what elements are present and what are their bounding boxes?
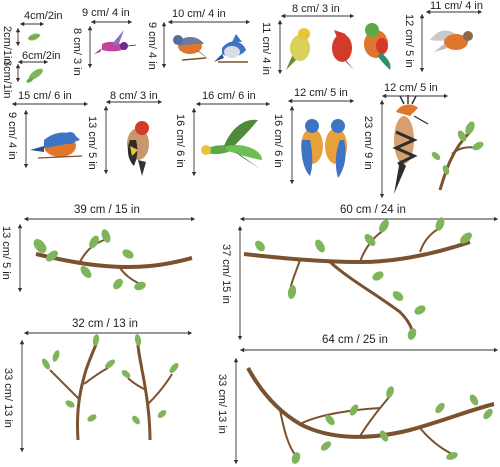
hoopoe-illustration <box>392 95 429 194</box>
hummingbird-illustration <box>94 30 137 54</box>
goldfinch-illustration <box>127 121 149 176</box>
leaf-a-height-label: 2cm/1in <box>1 26 13 65</box>
bee-eater-illustration <box>201 119 262 170</box>
dimension-lines <box>11 9 499 465</box>
hoopoe-width-label: 12 cm/ 5 in <box>384 82 438 94</box>
bluebird-pair-illustration <box>301 119 347 178</box>
trio-width-label: 8 cm/ 3 in <box>292 3 340 15</box>
flying-robin-height-label: 12 cm/ 5 in <box>403 14 415 68</box>
bluebird-illustration <box>30 132 83 159</box>
hoopoe-branch <box>431 121 484 191</box>
small-leaf-b <box>26 68 43 83</box>
small-leaf-a <box>27 33 41 41</box>
goldfinch-height-label: 13 cm/ 5 in <box>86 116 98 170</box>
trio-height-label: 11 cm/ 4 in <box>260 22 272 75</box>
branch-1-illustration <box>33 229 193 291</box>
jay-width-label: 10 cm/ 4 in <box>172 8 226 20</box>
chaffinch-illustration <box>173 35 210 61</box>
branch-3-height-label: 33 cm/ 13 in <box>2 368 14 428</box>
flying-robin-width-label: 11 cm/ 4 in <box>430 0 483 12</box>
leaf-a-width-label: 4cm/2in <box>24 10 63 22</box>
branch-3-illustration <box>42 334 179 441</box>
bee-eater-width-label: 16 cm/ 6 in <box>202 90 256 102</box>
finch-height-label: 9 cm/ 4 in <box>146 22 158 70</box>
hummingbird-height-label: 8 cm/ 3 in <box>71 28 83 76</box>
leaf-b-width-label: 6cm/2in <box>22 50 61 62</box>
branch-2-illustration <box>243 217 472 340</box>
branch-4-width-label: 64 cm / 25 in <box>322 334 388 346</box>
branch-2-width-label: 60 cm / 24 in <box>340 204 406 216</box>
branch-3-width-label: 32 cm / 13 in <box>72 318 138 330</box>
branch-4-illustration <box>246 367 495 464</box>
branch-1-width-label: 39 cm / 15 in <box>74 204 140 216</box>
bird-trio-illustration <box>286 23 391 70</box>
flying-robin-illustration <box>430 30 473 52</box>
hoopoe-height-label: 23 cm/ 9 in <box>362 116 374 170</box>
bluebird-height-label: 9 cm/ 4 in <box>6 112 18 160</box>
branch-1-height-label: 13 cm/ 5 in <box>0 226 12 280</box>
bee-eater-height-label: 16 cm/ 6 in <box>174 114 186 168</box>
branch-2-height-label: 37 cm/ 15 in <box>220 244 232 304</box>
leaf-b-height-label: 3cm/1in <box>1 60 13 99</box>
branch-4-height-label: 33 cm/ 13 in <box>216 374 228 434</box>
pair-height-label: 16 cm/ 6 in <box>272 114 284 168</box>
hummingbird-width-label: 9 cm/ 4 in <box>82 7 130 19</box>
pair-width-label: 12 cm/ 5 in <box>294 87 348 99</box>
blue-jay-illustration <box>214 34 248 63</box>
bluebird-width-label: 15 cm/ 6 in <box>18 90 72 102</box>
goldfinch-width-label: 8 cm/ 3 in <box>110 90 158 102</box>
